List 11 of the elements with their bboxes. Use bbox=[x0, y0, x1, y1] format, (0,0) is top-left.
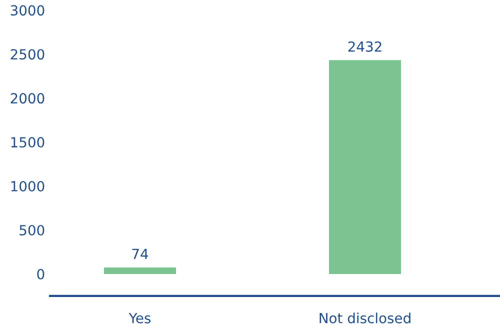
y-tick-label: 500 bbox=[20, 224, 44, 236]
x-tick-label: Yes bbox=[128, 313, 151, 324]
data-label: 2432 bbox=[348, 41, 382, 52]
y-tick-label: 3000 bbox=[10, 5, 44, 16]
x-tick-label: Not disclosed bbox=[320, 312, 410, 324]
y-tick-label: 2500 bbox=[10, 49, 44, 60]
y-tick-label: 1000 bbox=[11, 180, 44, 192]
y-tick-label: 1500 bbox=[11, 137, 44, 148]
y-tick-label: 2000 bbox=[10, 93, 44, 104]
data-label: 74 bbox=[132, 248, 148, 259]
y-tick-label: 0 bbox=[37, 268, 44, 280]
